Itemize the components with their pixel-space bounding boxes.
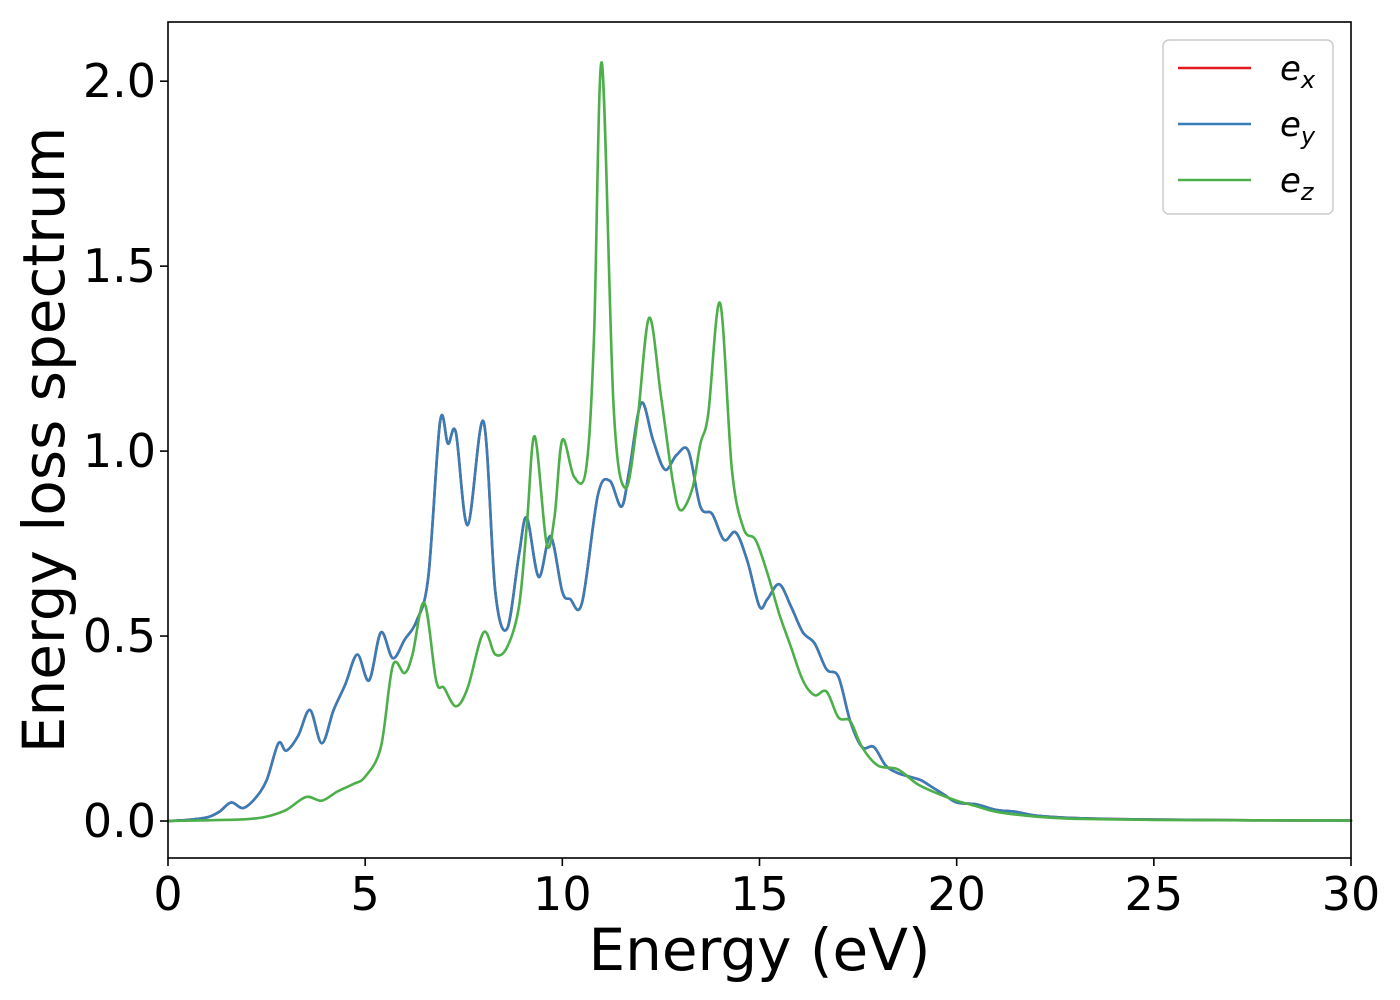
legend: ex ey ez (1162, 39, 1334, 215)
legend-label-e-x: ex (1280, 49, 1316, 94)
series-line-e-y (166, 401, 1353, 823)
x-tick-label: 30 (1322, 867, 1381, 921)
y-axis-label: Energy loss spectrum (10, 127, 78, 753)
y-tick-label: 1.0 (83, 424, 156, 478)
y-axis-ticks: 0.0 0.5 1.0 1.5 2.0 (83, 54, 168, 848)
legend-label-e-z: ez (1280, 161, 1315, 206)
x-tick-label: 15 (730, 867, 789, 921)
y-tick-label: 0.5 (83, 609, 156, 663)
x-axis-ticks: 0 5 10 15 20 25 30 (153, 858, 1380, 921)
x-tick-label: 25 (1125, 867, 1184, 921)
y-tick-label: 0.0 (83, 794, 156, 848)
x-axis-label: Energy (eV) (588, 916, 930, 984)
x-tick-label: 0 (153, 867, 182, 921)
x-tick-label: 10 (533, 867, 592, 921)
y-tick-label: 1.5 (83, 239, 156, 293)
x-tick-label: 5 (351, 867, 380, 921)
legend-label-e-y: ey (1280, 105, 1316, 150)
series-line-e-z (166, 61, 1353, 823)
series-layer (166, 61, 1353, 823)
x-tick-label: 20 (927, 867, 986, 921)
legend-box (1162, 39, 1334, 215)
y-tick-label: 2.0 (83, 54, 156, 108)
